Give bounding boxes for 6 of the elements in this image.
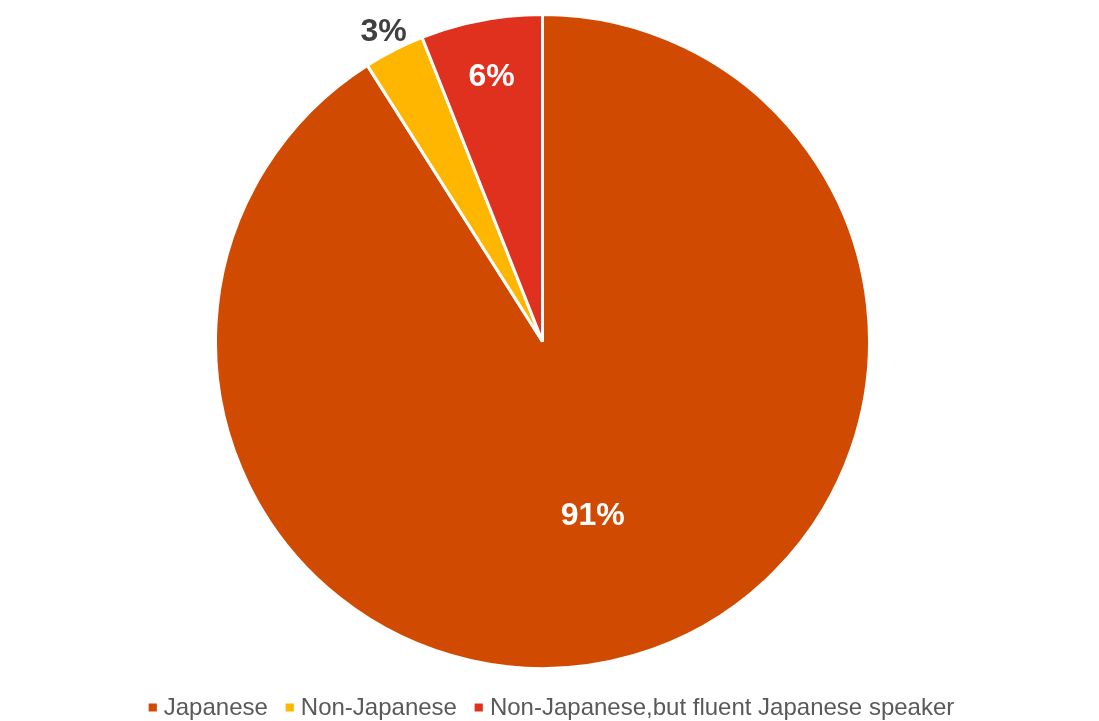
legend-label: Non-Japanese,but fluent Japanese speaker [489,693,955,721]
data-label: 91% [560,496,625,533]
legend-label: Japanese [163,693,268,721]
data-label: 3% [360,11,407,48]
data-label: 6% [468,56,515,93]
legend-label: Non-Japanese [300,693,457,721]
